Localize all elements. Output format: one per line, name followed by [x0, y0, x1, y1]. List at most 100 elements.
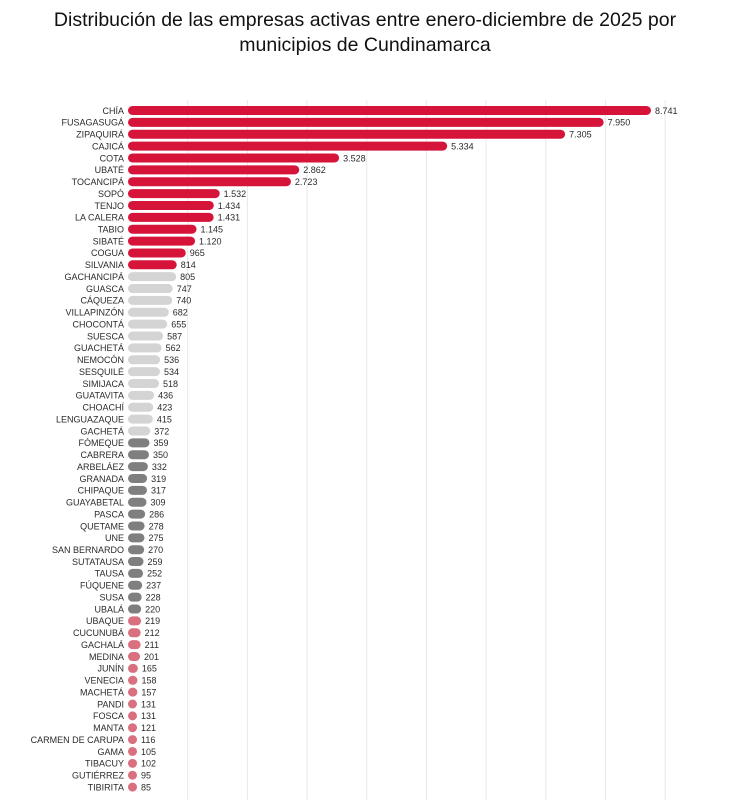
value-label: 95 — [141, 771, 151, 781]
category-label: SUESCA — [87, 331, 124, 341]
category-label: NEMOCÓN — [77, 355, 124, 365]
category-label: GUAYABETAL — [66, 498, 124, 508]
category-label: PANDI — [97, 699, 124, 709]
bar — [128, 604, 142, 614]
value-label: 2.723 — [295, 177, 318, 187]
bar — [128, 260, 177, 270]
category-label: UBALÁ — [94, 604, 124, 614]
value-label: 7.305 — [569, 130, 592, 140]
value-label: 121 — [141, 723, 156, 733]
value-label: 237 — [146, 581, 161, 591]
category-label: TABIO — [98, 225, 124, 235]
bar — [128, 129, 566, 139]
bar — [128, 663, 138, 673]
value-label: 587 — [167, 331, 182, 341]
bar — [128, 402, 154, 412]
value-label: 814 — [181, 260, 196, 270]
bar — [128, 343, 162, 353]
category-label: GAMA — [97, 747, 124, 757]
category-label: CHOACHÍ — [82, 403, 124, 413]
value-label: 157 — [141, 687, 156, 697]
category-label: UNE — [105, 533, 124, 543]
category-label: GACHALÁ — [81, 640, 124, 650]
category-label: TAUSA — [95, 569, 124, 579]
category-label: GUACHETÁ — [74, 343, 124, 353]
value-label: 1.120 — [199, 236, 222, 246]
value-label: 655 — [171, 319, 186, 329]
bar — [128, 248, 186, 258]
category-label: SESQUILÉ — [79, 367, 124, 377]
category-label: UBATÉ — [95, 165, 124, 175]
value-label: 7.950 — [608, 118, 631, 128]
bar — [128, 438, 150, 448]
bar — [128, 746, 137, 756]
bar — [128, 782, 137, 792]
category-label: CARMEN DE CARUPA — [31, 735, 124, 745]
value-label: 317 — [151, 486, 166, 496]
value-label: 252 — [147, 569, 162, 579]
bar — [128, 675, 138, 685]
bar — [128, 640, 141, 650]
category-label: TOCANCIPÁ — [72, 177, 124, 187]
category-label: SOPÓ — [98, 189, 124, 199]
category-label: UBAQUE — [86, 616, 124, 626]
bar — [128, 699, 137, 709]
bar — [128, 153, 340, 163]
category-label: CHOCONTÁ — [73, 319, 125, 329]
bar — [128, 687, 138, 697]
value-label: 286 — [149, 509, 164, 519]
category-label: FÓMEQUE — [78, 438, 124, 448]
category-label: TIBIRITA — [88, 782, 124, 792]
bar — [128, 117, 604, 127]
bar — [128, 200, 214, 210]
value-label: 740 — [176, 296, 191, 306]
bar — [128, 331, 164, 341]
bar — [128, 367, 160, 377]
value-label: 158 — [141, 676, 156, 686]
bar — [128, 568, 144, 578]
bar — [128, 557, 144, 567]
bar — [128, 473, 148, 483]
value-label: 309 — [150, 498, 165, 508]
bar — [128, 652, 141, 662]
value-label: 2.862 — [303, 165, 326, 175]
value-label: 319 — [151, 474, 166, 484]
value-label: 5.334 — [451, 141, 474, 151]
category-label: PASCA — [94, 509, 124, 519]
value-label: 8.741 — [655, 106, 678, 116]
value-label: 562 — [166, 343, 181, 353]
category-label: TIBACUY — [85, 759, 124, 769]
bar — [128, 379, 159, 389]
value-label: 220 — [145, 604, 160, 614]
category-label: FÚQUENE — [80, 581, 124, 591]
bar — [128, 319, 168, 329]
bar — [128, 177, 291, 187]
value-label: 275 — [148, 533, 163, 543]
bar — [128, 450, 149, 460]
bar — [128, 307, 169, 317]
category-label: GACHANCIPÁ — [64, 272, 124, 282]
bar — [128, 497, 147, 507]
category-label: MEDINA — [89, 652, 124, 662]
value-label: 423 — [157, 403, 172, 413]
value-label: 212 — [145, 628, 160, 638]
category-label: ARBELÁEZ — [77, 462, 125, 472]
bar — [128, 521, 145, 531]
value-label: 1.431 — [218, 213, 241, 223]
value-label: 270 — [148, 545, 163, 555]
bar — [128, 509, 146, 519]
value-label: 278 — [149, 521, 164, 531]
value-label: 747 — [177, 284, 192, 294]
bar — [128, 616, 142, 626]
bar — [128, 355, 161, 365]
value-label: 534 — [164, 367, 179, 377]
category-label: SUSA — [99, 592, 124, 602]
category-label: COTA — [100, 153, 124, 163]
category-label: GACHETÁ — [80, 426, 124, 436]
category-label: MANTA — [93, 723, 124, 733]
bar — [128, 545, 145, 555]
value-label: 332 — [152, 462, 167, 472]
bar — [128, 758, 137, 768]
